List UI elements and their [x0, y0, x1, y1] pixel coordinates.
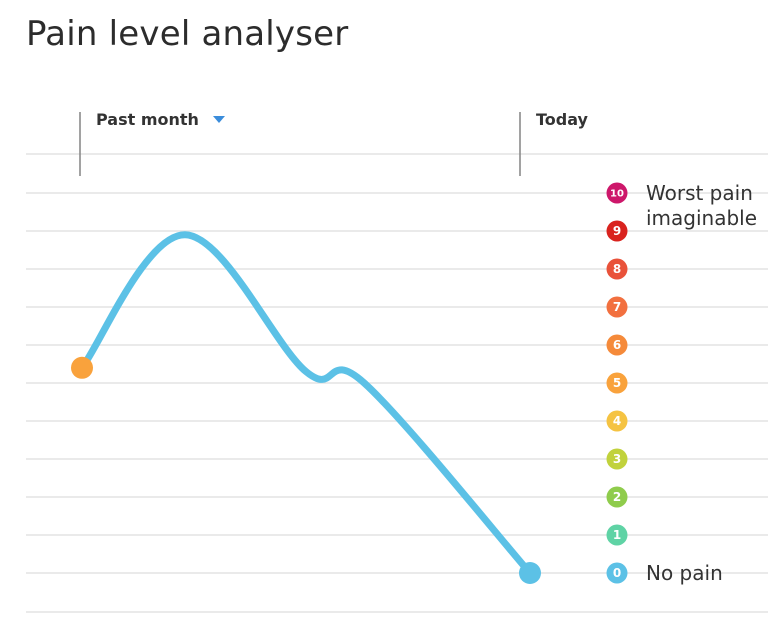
- pain-level-badge-6: 6: [606, 334, 628, 356]
- annotation-level-10: Worst pain imaginable: [646, 181, 757, 230]
- scale-annotations: Worst pain imaginable No pain: [646, 181, 757, 585]
- pain-level-number: 5: [613, 376, 621, 390]
- pain-level-badge-8: 8: [606, 258, 628, 280]
- pain-level-badge-2: 2: [606, 486, 628, 508]
- pain-level-number: 7: [613, 300, 621, 314]
- pain-level-number: 1: [613, 528, 621, 542]
- pain-level-badge-3: 3: [606, 448, 628, 470]
- pain-level-number: 10: [610, 189, 624, 200]
- chart-gridlines: [26, 153, 768, 613]
- time-markers: [79, 112, 521, 176]
- annotation-level-0: No pain: [646, 561, 723, 585]
- pain-curve: [78, 231, 534, 577]
- pain-level-number: 6: [613, 338, 621, 352]
- pain-level-number: 2: [613, 490, 621, 504]
- pain-curve-layer: [71, 231, 541, 584]
- pain-level-badge-0: 0: [606, 562, 628, 584]
- pain-level-badge-9: 9: [606, 220, 628, 242]
- pain-level-number: 9: [613, 224, 621, 238]
- pain-level-badge-4: 4: [606, 410, 628, 432]
- pain-level-number: 3: [613, 452, 621, 466]
- start-point: [71, 356, 93, 379]
- page-title: Pain level analyser: [26, 14, 349, 54]
- pain-level-badge-7: 7: [606, 296, 628, 318]
- time-range-dropdown[interactable]: Past month: [96, 110, 225, 129]
- today-label: Today: [536, 110, 588, 129]
- pain-level-number: 4: [613, 414, 621, 428]
- pain-level-number: 0: [613, 566, 621, 580]
- pain-level-badge-5: 5: [606, 372, 628, 394]
- pain-level-badge-1: 1: [606, 524, 628, 546]
- caret-down-icon: [212, 116, 225, 123]
- pain-level-badge-10: 10: [606, 182, 628, 204]
- time-range-label: Past month: [96, 110, 199, 129]
- pain-scale: 0 1 2 3 4 5 6 7 8 9 10: [606, 182, 628, 584]
- pain-level-number: 8: [613, 262, 621, 276]
- end-point: [519, 562, 541, 584]
